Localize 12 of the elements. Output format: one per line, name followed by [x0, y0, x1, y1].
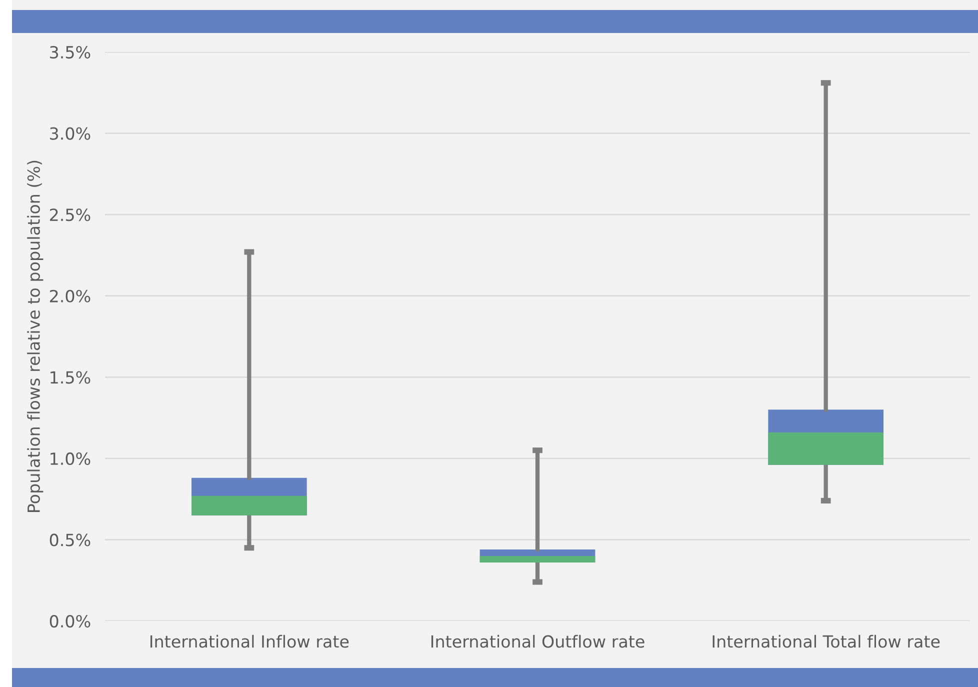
- x-tick-label: International Total flow rate: [712, 634, 940, 648]
- y-tick-label: 2.5%: [50, 208, 90, 222]
- y-tick-label: 1.5%: [50, 371, 90, 384]
- y-tick-label: 2.0%: [50, 290, 90, 302]
- x-tick-label: International Outflow rate: [431, 634, 644, 648]
- y-tick-label: 0.0%: [50, 614, 90, 628]
- y-tick-label: 3.5%: [50, 46, 90, 59]
- y-tick-label: 1.0%: [50, 452, 90, 465]
- y-axis-title: Population flows relative to population (%): [27, 160, 44, 512]
- y-tick-label: 0.5%: [50, 534, 90, 546]
- y-tick-label: 3.0%: [50, 127, 90, 140]
- x-tick-label: International Inflow rate: [150, 634, 349, 648]
